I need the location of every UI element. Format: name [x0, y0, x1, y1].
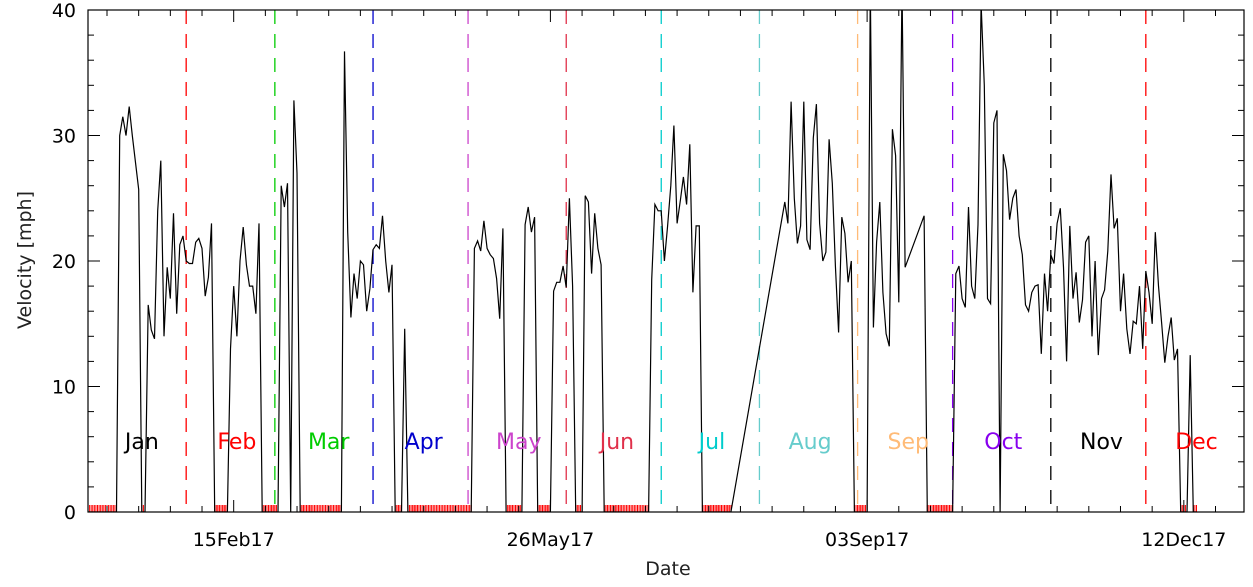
- month-label-jul: Jul: [697, 430, 726, 455]
- month-label-sep: Sep: [888, 430, 929, 455]
- month-label-apr: Apr: [405, 430, 444, 455]
- month-label-nov: Nov: [1080, 430, 1123, 455]
- x-axis-title: Date: [645, 558, 690, 580]
- month-label-may: May: [496, 430, 541, 455]
- month-boundary-lines: [185, 10, 1147, 512]
- month-label-aug: Aug: [789, 430, 832, 455]
- month-label-feb: Feb: [217, 430, 256, 455]
- month-label-mar: Mar: [308, 430, 350, 455]
- y-axis-title: Velocity [mph]: [14, 191, 36, 329]
- y-tick-label: 0: [64, 502, 76, 524]
- month-label-jan: Jan: [123, 430, 159, 455]
- x-tick-label: 12Dec17: [1141, 529, 1226, 551]
- x-tick-label: 15Feb17: [193, 529, 275, 551]
- velocity-series-line: [88, 10, 1197, 512]
- y-tick-label: 20: [52, 251, 76, 273]
- x-tick-label: 03Sep17: [825, 529, 909, 551]
- axes: 0 10 20 30 40 15Feb17 26May17 03Sep17 12Dec17: [52, 0, 1245, 551]
- month-label-jun: Jun: [598, 430, 634, 455]
- month-labels: Jan Feb Mar Apr May Jun Jul Aug Sep Oct Nov Dec: [123, 430, 1218, 455]
- month-label-dec: Dec: [1175, 430, 1218, 455]
- y-tick-label: 30: [52, 126, 76, 148]
- y-tick-label: 40: [52, 0, 76, 22]
- y-tick-label: 10: [52, 377, 76, 399]
- x-tick-label: 26May17: [507, 529, 595, 551]
- month-label-oct: Oct: [984, 430, 1022, 455]
